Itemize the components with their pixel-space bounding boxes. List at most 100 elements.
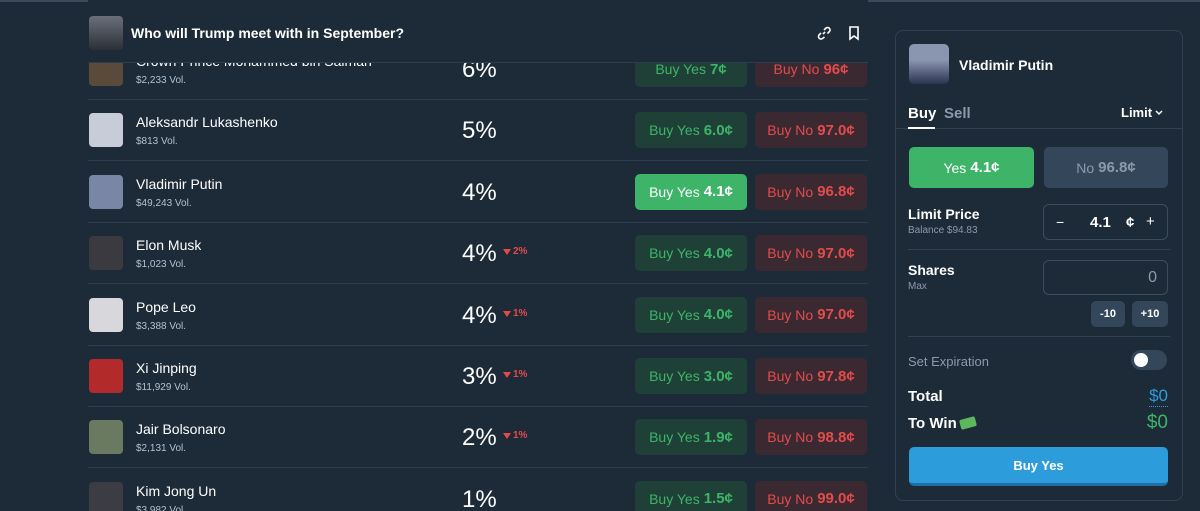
chance: 4% [462, 178, 497, 206]
outcome-name: Jair Bolsonaro [136, 421, 226, 438]
total-value: $0 [1149, 386, 1168, 407]
plus10[interactable]: +10 [1132, 301, 1168, 327]
no-price: 96.8¢ [817, 183, 855, 201]
buy-no-label: Buy No [767, 122, 814, 139]
buy-yes-button[interactable]: Buy Yes 4.0¢ [635, 296, 747, 333]
buy-no-label: Buy No [767, 490, 814, 507]
expiration-toggle[interactable] [1131, 350, 1167, 370]
buy-yes-button[interactable]: Buy Yes 3.0¢ [635, 358, 747, 394]
outcome-name: Xi Jinping [136, 360, 197, 376]
bookmark-icon[interactable] [846, 25, 862, 41]
change-arrow [503, 249, 511, 256]
buy-no-button[interactable]: Buy No 98.8¢ [755, 419, 867, 456]
buy-yes-label: Buy Yes [649, 245, 700, 262]
outcome-row: Pope Leo $3,388 Vol. 4% 1% Buy Yes 4.0¢ Buy No… [88, 285, 868, 346]
outcome-name: Elon Musk [136, 237, 202, 254]
panel-name: Vladimir Putin [959, 57, 1054, 73]
divider [908, 336, 1170, 337]
chance: 5% [462, 117, 497, 145]
buy-no-label: Buy No [767, 245, 814, 262]
outcome-row: Elon Musk $1,023 Vol. 4% 2% Buy Yes 4.0¢ Buy N… [88, 223, 868, 285]
buy-yes-button[interactable]: Buy Yes 1.5¢ [635, 480, 747, 511]
yes-label: Yes [943, 159, 967, 176]
buy-no-label: Buy No [767, 368, 814, 384]
volume: $3,982 Vol. [136, 504, 187, 511]
buy-yes-label: Buy Yes [649, 306, 700, 323]
no-price: 98.8¢ [817, 428, 855, 446]
avatar [89, 113, 123, 148]
avatar [89, 359, 123, 393]
change: 1% [513, 307, 528, 319]
buy-yes-label: Buy Yes [649, 122, 700, 139]
outcome-name: Kim Jong Un [136, 482, 217, 499]
yes-price: 4.0¢ [703, 244, 733, 262]
shares-input[interactable]: 0 [1043, 260, 1168, 295]
change: 1% [513, 369, 528, 380]
volume: $1,023 Vol. [136, 259, 187, 271]
tab-sell[interactable]: Sell [944, 105, 971, 122]
market-image [89, 16, 123, 50]
submit-button[interactable]: Buy Yes [909, 447, 1168, 486]
chevron [1155, 110, 1163, 116]
outcome-row: Kim Jong Un $3,982 Vol. 1% Buy Yes 1.5¢ Buy N… [88, 469, 868, 511]
no-toggle[interactable]: No 96.8¢ [1044, 147, 1168, 188]
market-title: Who will Trump meet with in September? [131, 25, 405, 41]
chance: 4% [462, 240, 497, 268]
yes-price: 6.0¢ [703, 121, 733, 139]
yes-price: 1.9¢ [703, 428, 733, 446]
yes-toggle[interactable]: Yes 4.1¢ [909, 147, 1034, 188]
buy-yes-button[interactable]: Buy Yes 4.1¢ [635, 173, 747, 210]
buy-yes-button[interactable]: Buy Yes 7¢ [635, 63, 747, 87]
limit-value: 4.1 [1090, 214, 1111, 231]
win-label: To Win [908, 415, 957, 432]
buy-no-button[interactable]: Buy No 97.0¢ [755, 235, 867, 272]
outcome-row: Jair Bolsonaro $2,131 Vol. 2% 1% Buy Yes 1.9¢… [88, 407, 868, 469]
tab-buy[interactable]: Buy [908, 105, 937, 122]
avatar [89, 481, 123, 511]
link-icon[interactable] [816, 25, 832, 41]
yes-price: 7¢ [709, 63, 727, 78]
total-label: Total [908, 388, 943, 405]
order-type[interactable]: Limit [1121, 105, 1153, 120]
no-price: 99.0¢ [817, 490, 855, 508]
buy-no-button[interactable]: Buy No 99.0¢ [755, 480, 867, 511]
buy-yes-button[interactable]: Buy Yes 6.0¢ [635, 112, 747, 149]
shares-label: Shares [908, 262, 955, 278]
buy-no-button[interactable]: Buy No 97.0¢ [755, 112, 867, 149]
volume: $2,233 Vol. [136, 75, 187, 86]
buy-no-button[interactable]: Buy No 96.8¢ [755, 173, 867, 210]
volume: $3,388 Vol. [136, 320, 187, 332]
buy-yes-label: Buy Yes [655, 63, 706, 77]
avatar [89, 420, 123, 455]
increment[interactable]: + [1146, 213, 1155, 230]
yes-price: 4.0¢ [703, 306, 733, 324]
outcome-name: Crown Prince Mohammed bin Salman [136, 63, 372, 69]
decrement[interactable]: − [1056, 214, 1065, 230]
unit: ¢ [1126, 214, 1135, 231]
buy-no-button[interactable]: Buy No 97.0¢ [755, 296, 867, 333]
buy-yes-label: Buy Yes [649, 429, 700, 446]
change: 2% [513, 246, 528, 258]
money-icon [958, 416, 978, 430]
chance: 2% [462, 424, 497, 452]
buy-no-label: Buy No [767, 183, 814, 200]
chance: 3% [462, 363, 497, 390]
buy-no-label: Buy No [773, 63, 820, 77]
change-arrow [503, 433, 511, 440]
tab-divider [896, 128, 1182, 129]
chance: 6% [462, 63, 497, 83]
chance: 1% [462, 485, 497, 511]
win-value: $0 [1146, 412, 1168, 433]
no-price: 97.0¢ [817, 121, 855, 139]
buy-yes-button[interactable]: Buy Yes 4.0¢ [635, 235, 747, 272]
change: 1% [513, 430, 528, 442]
outcome-row: Aleksandr Lukashenko $813 Vol. 5% Buy Yes 6.… [88, 100, 868, 162]
buy-no-button[interactable]: Buy No 96¢ [755, 63, 867, 87]
buy-no-button[interactable]: Buy No 97.8¢ [755, 358, 867, 394]
limit-input[interactable]: − 4.1 ¢ + [1043, 204, 1168, 240]
buy-yes-button[interactable]: Buy Yes 1.9¢ [635, 419, 747, 456]
max[interactable]: Max [908, 281, 927, 292]
minus10[interactable]: -10 [1091, 301, 1125, 327]
avatar [89, 297, 123, 332]
